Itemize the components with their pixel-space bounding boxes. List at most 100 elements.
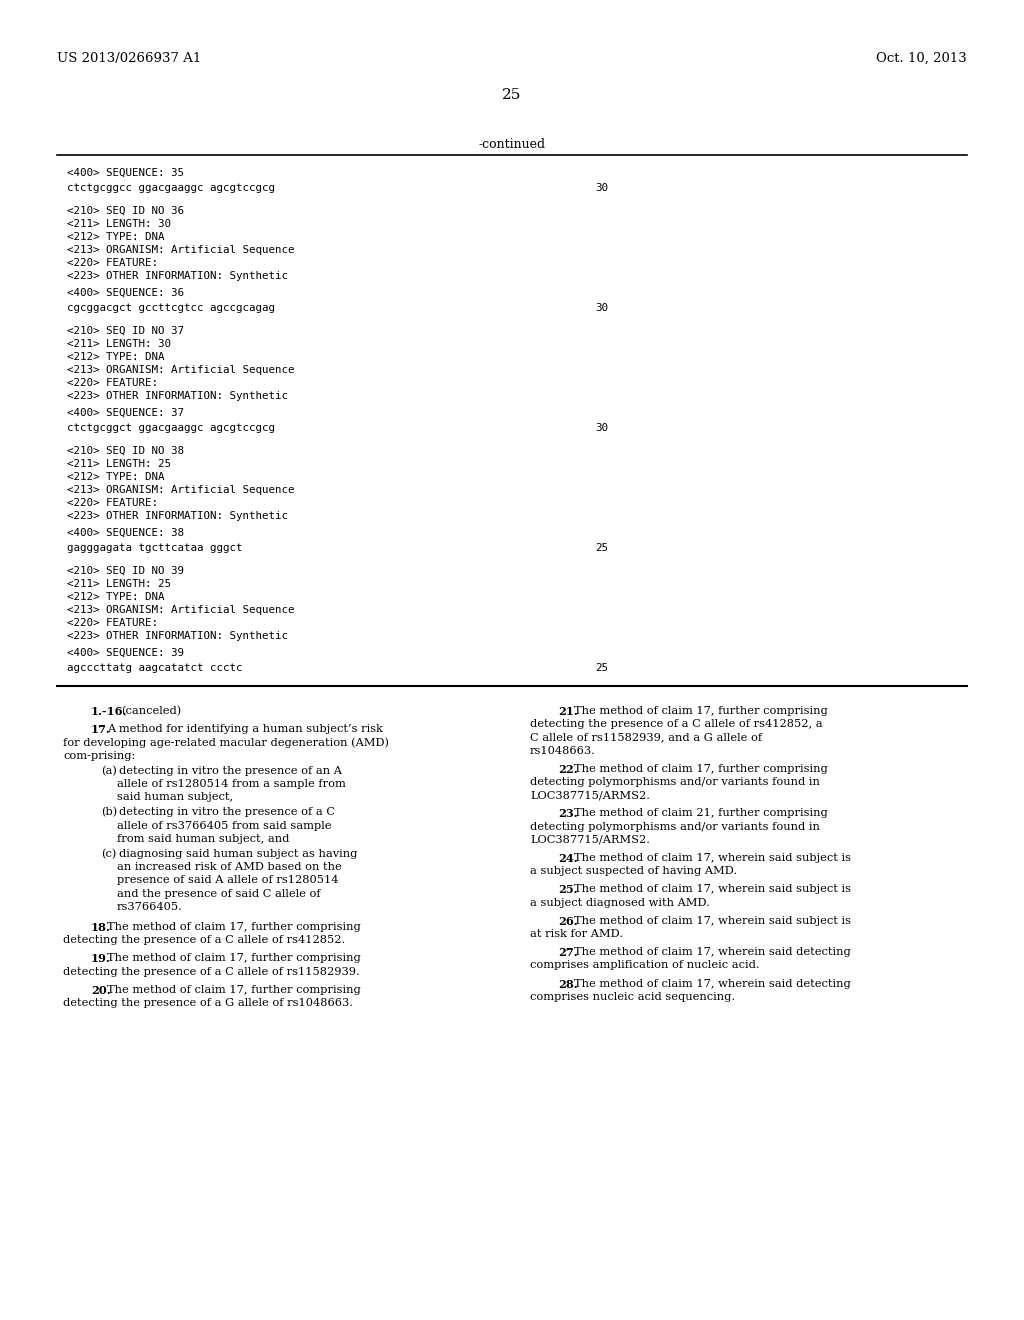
- Text: ctctgcggct ggacgaaggc agcgtccgcg: ctctgcggct ggacgaaggc agcgtccgcg: [67, 422, 275, 433]
- Text: <211> LENGTH: 30: <211> LENGTH: 30: [67, 219, 171, 228]
- Text: 30: 30: [595, 183, 608, 193]
- Text: and the presence of said C allele of: and the presence of said C allele of: [117, 888, 321, 899]
- Text: The method of claim 17, wherein said subject is: The method of claim 17, wherein said sub…: [574, 853, 851, 863]
- Text: said human subject,: said human subject,: [117, 792, 233, 803]
- Text: 28.: 28.: [558, 978, 578, 990]
- Text: 21.: 21.: [558, 706, 578, 717]
- Text: 24.: 24.: [558, 853, 578, 865]
- Text: A method for identifying a human subject’s risk: A method for identifying a human subject…: [108, 725, 383, 734]
- Text: LOC387715/ARMS2.: LOC387715/ARMS2.: [530, 791, 650, 800]
- Text: allele of rs1280514 from a sample from: allele of rs1280514 from a sample from: [117, 779, 346, 789]
- Text: gagggagata tgcttcataa gggct: gagggagata tgcttcataa gggct: [67, 543, 243, 553]
- Text: <211> LENGTH: 25: <211> LENGTH: 25: [67, 459, 171, 469]
- Text: <213> ORGANISM: Artificial Sequence: <213> ORGANISM: Artificial Sequence: [67, 484, 295, 495]
- Text: comprises amplification of nucleic acid.: comprises amplification of nucleic acid.: [530, 961, 760, 970]
- Text: The method of claim 17, further comprising: The method of claim 17, further comprisi…: [108, 985, 361, 995]
- Text: C allele of rs11582939, and a G allele of: C allele of rs11582939, and a G allele o…: [530, 733, 762, 742]
- Text: rs1048663.: rs1048663.: [530, 746, 596, 755]
- Text: detecting the presence of a C allele of rs412852.: detecting the presence of a C allele of …: [63, 935, 345, 945]
- Text: -continued: -continued: [478, 139, 546, 150]
- Text: (b): (b): [101, 808, 118, 817]
- Text: <212> TYPE: DNA: <212> TYPE: DNA: [67, 352, 165, 362]
- Text: 20.: 20.: [91, 985, 111, 995]
- Text: detecting the presence of a G allele of rs1048663.: detecting the presence of a G allele of …: [63, 998, 353, 1008]
- Text: detecting the presence of a C allele of rs11582939.: detecting the presence of a C allele of …: [63, 966, 359, 977]
- Text: <220> FEATURE:: <220> FEATURE:: [67, 618, 158, 628]
- Text: (c): (c): [101, 849, 117, 859]
- Text: com-prising:: com-prising:: [63, 751, 135, 760]
- Text: ctctgcggcc ggacgaaggc agcgtccgcg: ctctgcggcc ggacgaaggc agcgtccgcg: [67, 183, 275, 193]
- Text: diagnosing said human subject as having: diagnosing said human subject as having: [120, 849, 357, 859]
- Text: 1.-16.: 1.-16.: [91, 706, 127, 717]
- Text: <220> FEATURE:: <220> FEATURE:: [67, 498, 158, 508]
- Text: from said human subject, and: from said human subject, and: [117, 834, 290, 843]
- Text: agcccttatg aagcatatct ccctc: agcccttatg aagcatatct ccctc: [67, 663, 243, 673]
- Text: <213> ORGANISM: Artificial Sequence: <213> ORGANISM: Artificial Sequence: [67, 605, 295, 615]
- Text: LOC387715/ARMS2.: LOC387715/ARMS2.: [530, 834, 650, 845]
- Text: <213> ORGANISM: Artificial Sequence: <213> ORGANISM: Artificial Sequence: [67, 246, 295, 255]
- Text: <400> SEQUENCE: 36: <400> SEQUENCE: 36: [67, 288, 184, 298]
- Text: detecting in vitro the presence of a C: detecting in vitro the presence of a C: [120, 808, 336, 817]
- Text: 27.: 27.: [558, 948, 578, 958]
- Text: 23.: 23.: [558, 808, 578, 820]
- Text: 25: 25: [595, 543, 608, 553]
- Text: US 2013/0266937 A1: US 2013/0266937 A1: [57, 51, 202, 65]
- Text: rs3766405.: rs3766405.: [117, 902, 183, 912]
- Text: at risk for AMD.: at risk for AMD.: [530, 929, 623, 939]
- Text: <212> TYPE: DNA: <212> TYPE: DNA: [67, 591, 165, 602]
- Text: 18.: 18.: [91, 921, 111, 933]
- Text: <400> SEQUENCE: 35: <400> SEQUENCE: 35: [67, 168, 184, 178]
- Text: for developing age-related macular degeneration (AMD): for developing age-related macular degen…: [63, 738, 389, 748]
- Text: detecting polymorphisms and/or variants found in: detecting polymorphisms and/or variants …: [530, 777, 820, 787]
- Text: 17.: 17.: [91, 725, 111, 735]
- Text: an increased risk of AMD based on the: an increased risk of AMD based on the: [117, 862, 342, 873]
- Text: The method of claim 17, further comprising: The method of claim 17, further comprisi…: [108, 953, 361, 964]
- Text: <212> TYPE: DNA: <212> TYPE: DNA: [67, 473, 165, 482]
- Text: <211> LENGTH: 25: <211> LENGTH: 25: [67, 579, 171, 589]
- Text: 22.: 22.: [558, 764, 578, 775]
- Text: 30: 30: [595, 422, 608, 433]
- Text: (canceled): (canceled): [122, 706, 182, 717]
- Text: a subject diagnosed with AMD.: a subject diagnosed with AMD.: [530, 898, 710, 908]
- Text: comprises nucleic acid sequencing.: comprises nucleic acid sequencing.: [530, 991, 735, 1002]
- Text: <400> SEQUENCE: 37: <400> SEQUENCE: 37: [67, 408, 184, 418]
- Text: <400> SEQUENCE: 38: <400> SEQUENCE: 38: [67, 528, 184, 539]
- Text: The method of claim 17, wherein said subject is: The method of claim 17, wherein said sub…: [574, 884, 851, 895]
- Text: <212> TYPE: DNA: <212> TYPE: DNA: [67, 232, 165, 242]
- Text: <223> OTHER INFORMATION: Synthetic: <223> OTHER INFORMATION: Synthetic: [67, 511, 288, 521]
- Text: <223> OTHER INFORMATION: Synthetic: <223> OTHER INFORMATION: Synthetic: [67, 271, 288, 281]
- Text: detecting the presence of a C allele of rs412852, a: detecting the presence of a C allele of …: [530, 719, 822, 729]
- Text: The method of claim 17, further comprising: The method of claim 17, further comprisi…: [108, 921, 361, 932]
- Text: <210> SEQ ID NO 38: <210> SEQ ID NO 38: [67, 446, 184, 455]
- Text: presence of said A allele of rs1280514: presence of said A allele of rs1280514: [117, 875, 339, 886]
- Text: 25.: 25.: [558, 884, 578, 895]
- Text: <213> ORGANISM: Artificial Sequence: <213> ORGANISM: Artificial Sequence: [67, 366, 295, 375]
- Text: The method of claim 17, further comprising: The method of claim 17, further comprisi…: [574, 764, 828, 774]
- Text: The method of claim 17, wherein said detecting: The method of claim 17, wherein said det…: [574, 978, 851, 989]
- Text: <210> SEQ ID NO 36: <210> SEQ ID NO 36: [67, 206, 184, 216]
- Text: <400> SEQUENCE: 39: <400> SEQUENCE: 39: [67, 648, 184, 657]
- Text: <220> FEATURE:: <220> FEATURE:: [67, 257, 158, 268]
- Text: The method of claim 21, further comprising: The method of claim 21, further comprisi…: [574, 808, 828, 818]
- Text: 26.: 26.: [558, 916, 578, 927]
- Text: The method of claim 17, further comprising: The method of claim 17, further comprisi…: [574, 706, 828, 715]
- Text: <210> SEQ ID NO 37: <210> SEQ ID NO 37: [67, 326, 184, 337]
- Text: 19.: 19.: [91, 953, 111, 965]
- Text: The method of claim 17, wherein said detecting: The method of claim 17, wherein said det…: [574, 948, 851, 957]
- Text: <220> FEATURE:: <220> FEATURE:: [67, 378, 158, 388]
- Text: <223> OTHER INFORMATION: Synthetic: <223> OTHER INFORMATION: Synthetic: [67, 631, 288, 642]
- Text: (a): (a): [101, 766, 117, 776]
- Text: cgcggacgct gccttcgtcc agccgcagag: cgcggacgct gccttcgtcc agccgcagag: [67, 304, 275, 313]
- Text: detecting in vitro the presence of an A: detecting in vitro the presence of an A: [120, 766, 342, 776]
- Text: 25: 25: [503, 88, 521, 102]
- Text: Oct. 10, 2013: Oct. 10, 2013: [877, 51, 967, 65]
- Text: allele of rs3766405 from said sample: allele of rs3766405 from said sample: [117, 821, 332, 830]
- Text: <211> LENGTH: 30: <211> LENGTH: 30: [67, 339, 171, 348]
- Text: The method of claim 17, wherein said subject is: The method of claim 17, wherein said sub…: [574, 916, 851, 925]
- Text: 25: 25: [595, 663, 608, 673]
- Text: a subject suspected of having AMD.: a subject suspected of having AMD.: [530, 866, 737, 876]
- Text: 30: 30: [595, 304, 608, 313]
- Text: <223> OTHER INFORMATION: Synthetic: <223> OTHER INFORMATION: Synthetic: [67, 391, 288, 401]
- Text: <210> SEQ ID NO 39: <210> SEQ ID NO 39: [67, 566, 184, 576]
- Text: detecting polymorphisms and/or variants found in: detecting polymorphisms and/or variants …: [530, 821, 820, 832]
